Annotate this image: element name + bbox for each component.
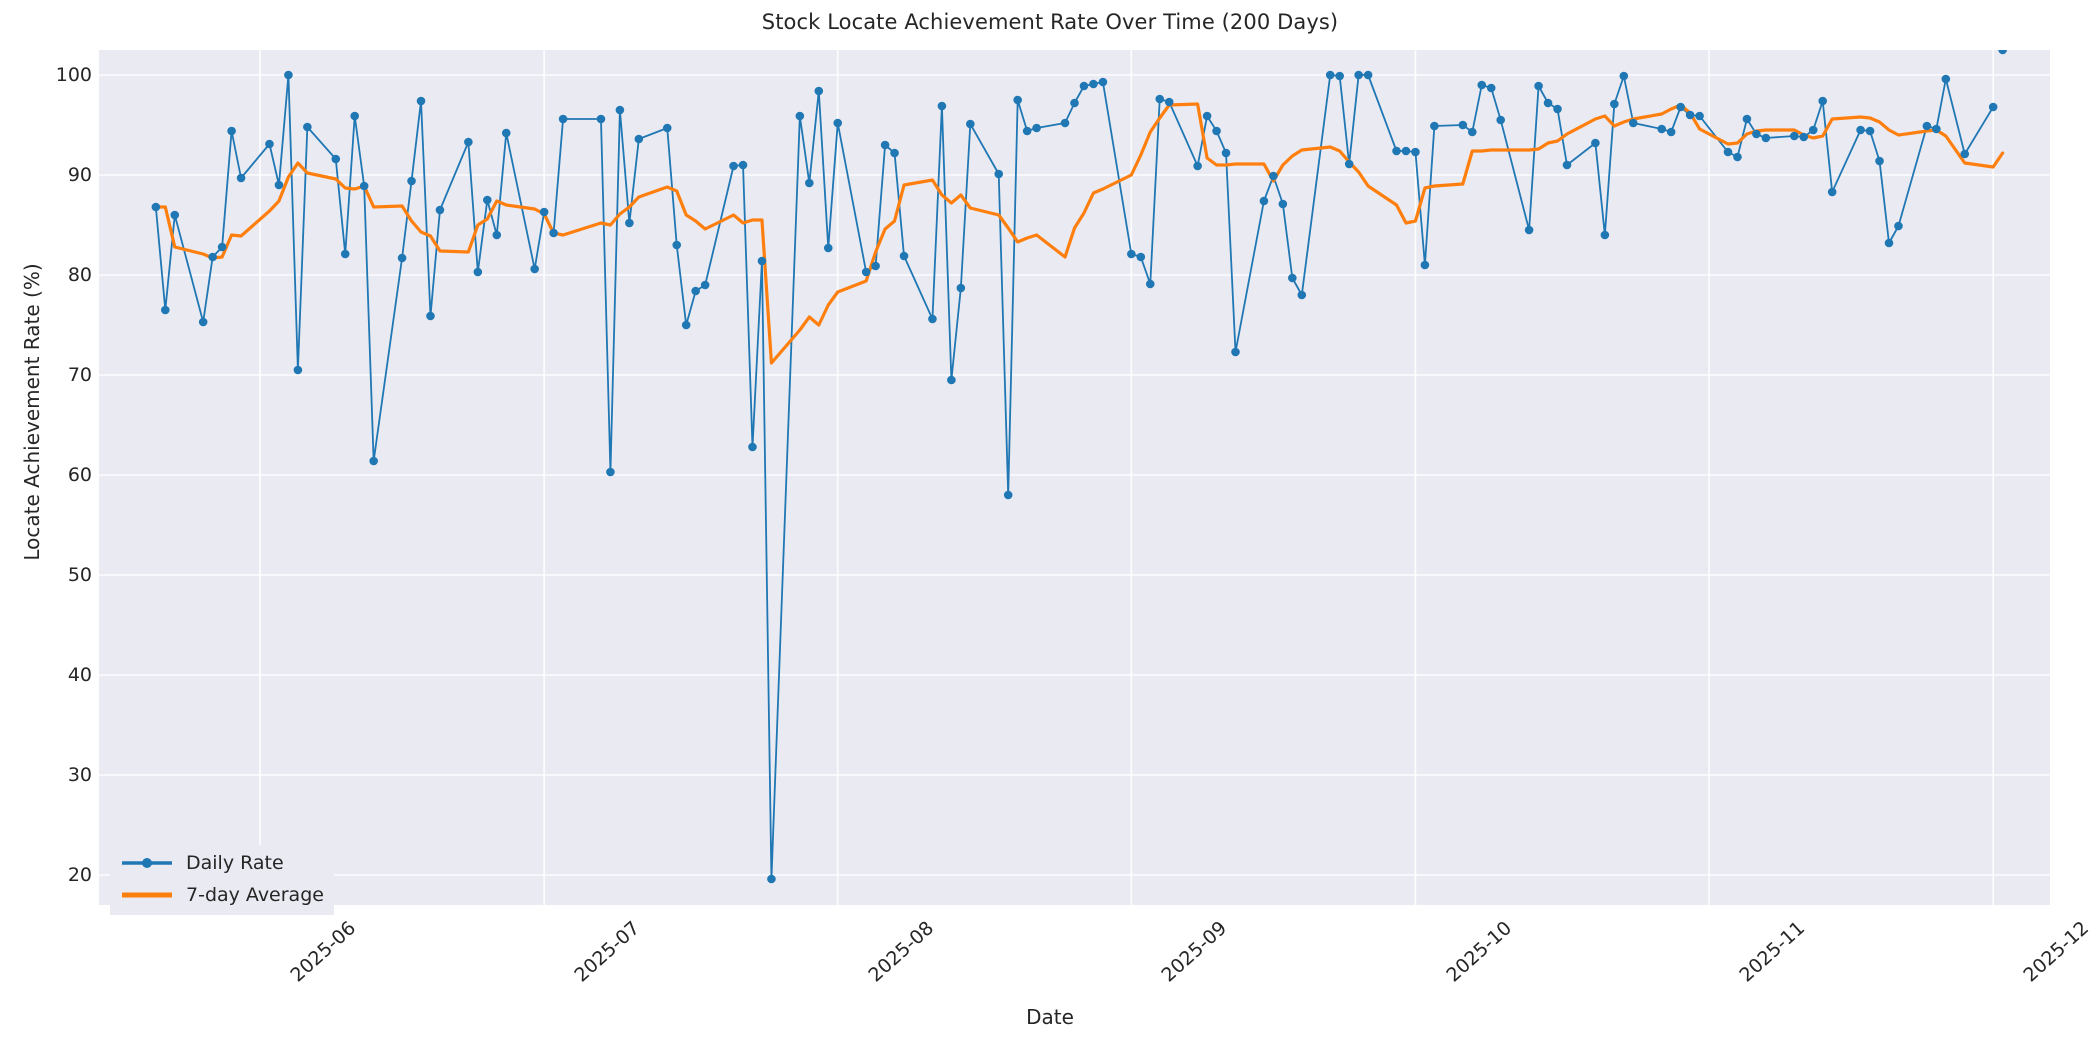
y-axis-ticks: 20 30 40 50 60 70 80 90 100 xyxy=(10,50,92,905)
y-tick-label: 80 xyxy=(67,264,92,286)
chart-title: Stock Locate Achievement Rate Over Time … xyxy=(761,10,1339,34)
legend-item-7-day-average[interactable]: 7-day Average xyxy=(120,881,324,909)
x-tick-label: 2025-09 xyxy=(1157,917,1232,987)
legend-swatch-daily-rate xyxy=(120,852,174,874)
y-tick-label: 90 xyxy=(67,164,92,186)
legend-swatch-7-day-average xyxy=(120,884,174,906)
y-tick-label: 20 xyxy=(67,864,92,886)
legend-label-daily-rate: Daily Rate xyxy=(186,852,284,874)
grid-lines xyxy=(99,50,2050,905)
y-tick-label: 50 xyxy=(67,564,92,586)
y-tick-label: 40 xyxy=(67,664,92,686)
x-tick-label: 2025-12 xyxy=(2019,917,2094,987)
y-tick-label: 60 xyxy=(67,464,92,486)
data-series-layer xyxy=(151,50,2007,884)
x-tick-label: 2025-06 xyxy=(286,917,361,987)
y-tick-label: 100 xyxy=(55,64,92,86)
plot-area xyxy=(99,50,2050,905)
x-tick-label: 2025-11 xyxy=(1735,917,1810,987)
x-tick-label: 2025-10 xyxy=(1441,917,1516,987)
legend-label-7-day-average: 7-day Average xyxy=(186,884,324,906)
x-tick-label: 2025-07 xyxy=(570,917,645,987)
chart-legend: Daily Rate 7-day Average xyxy=(110,845,334,915)
x-tick-label: 2025-08 xyxy=(864,917,938,987)
y-tick-label: 30 xyxy=(67,764,92,786)
legend-item-daily-rate[interactable]: Daily Rate xyxy=(120,849,324,877)
y-tick-label: 70 xyxy=(67,364,92,386)
x-axis-label: Date xyxy=(1026,1005,1074,1029)
